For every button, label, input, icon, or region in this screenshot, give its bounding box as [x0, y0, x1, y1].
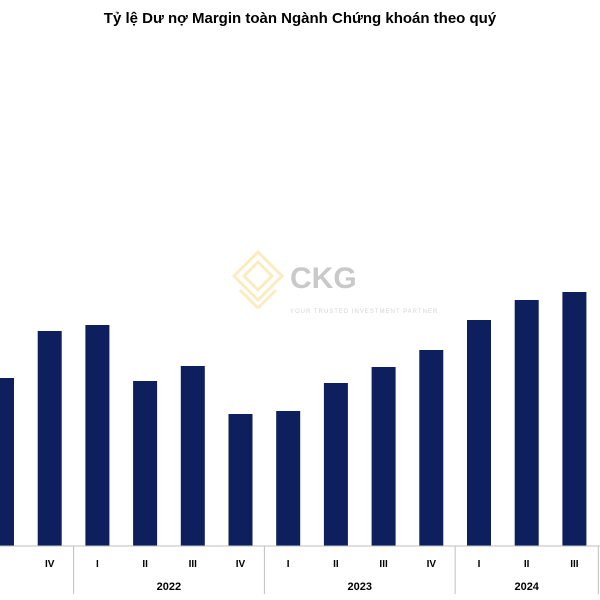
x-tick-label: III [189, 559, 198, 570]
bar-12 [562, 292, 587, 546]
x-tick-label: II [142, 559, 148, 570]
bar-2 [85, 325, 110, 546]
bars-layer [0, 292, 587, 546]
bar-9 [419, 350, 444, 546]
watermark-tagline: YOUR TRUSTED INVESTMENT PARTNER [290, 309, 438, 315]
watermark-brand: CKG [290, 262, 357, 295]
bar-8 [371, 367, 396, 546]
x-tick-label: III [570, 559, 579, 570]
x-tick-label: I [96, 559, 99, 570]
x-tick-label: IV [236, 559, 246, 570]
x-tick-label: II [524, 559, 530, 570]
x-tick-label: I [287, 559, 290, 570]
x-tick-label: IV [427, 559, 437, 570]
x-tick-label: I [478, 559, 481, 570]
bar-6 [276, 411, 301, 546]
ckg-watermark: CKG YOUR TRUSTED INVESTMENT PARTNER [231, 249, 438, 315]
bar-1 [37, 331, 62, 546]
chart-title: Tỷ lệ Dư nợ Margin toàn Ngành Chứng khoá… [103, 10, 497, 27]
ckg-logo-icon [231, 249, 285, 310]
bar-11 [514, 300, 539, 546]
year-label: 2023 [348, 581, 372, 593]
bar-0 [0, 378, 14, 546]
year-label: 2024 [514, 581, 539, 593]
bar-3 [133, 381, 158, 546]
bar-4 [180, 366, 205, 546]
bar-5 [228, 414, 253, 546]
x-tick-label: IV [45, 559, 55, 570]
x-tick-label: III [379, 559, 388, 570]
x-tick-label: II [333, 559, 339, 570]
bar-10 [467, 320, 491, 546]
bar-7 [323, 383, 348, 546]
year-label: 2022 [157, 581, 181, 593]
